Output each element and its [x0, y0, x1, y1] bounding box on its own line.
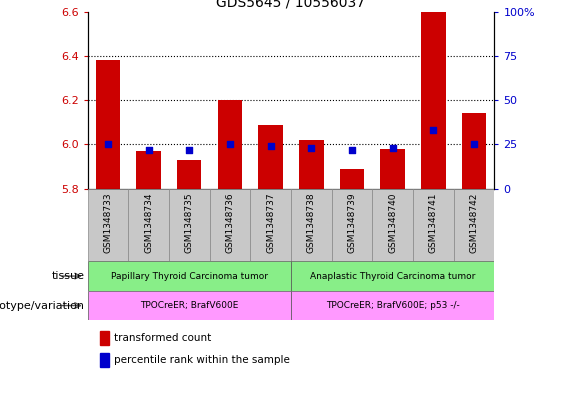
Text: percentile rank within the sample: percentile rank within the sample	[114, 354, 290, 365]
Text: GSM1348736: GSM1348736	[225, 192, 234, 253]
Bar	[291, 189, 332, 261]
Text: GSM1348738: GSM1348738	[307, 192, 316, 253]
Bar	[250, 189, 291, 261]
Text: GSM1348742: GSM1348742	[470, 192, 479, 253]
Text: TPOCreER; BrafV600E; p53 -/-: TPOCreER; BrafV600E; p53 -/-	[326, 301, 459, 310]
Point	[185, 147, 194, 153]
Bar	[454, 189, 494, 261]
Bar	[421, 12, 446, 189]
Text: Papillary Thyroid Carcinoma tumor: Papillary Thyroid Carcinoma tumor	[111, 272, 268, 281]
Bar	[340, 169, 364, 189]
Text: GSM1348739: GSM1348739	[347, 192, 357, 253]
Bar	[413, 189, 454, 261]
Text: tissue: tissue	[52, 271, 85, 281]
Bar	[258, 125, 283, 189]
Title: GDS5645 / 10556037: GDS5645 / 10556037	[216, 0, 366, 9]
Point	[470, 141, 479, 147]
Bar	[291, 291, 494, 320]
Bar	[291, 261, 494, 291]
Text: GSM1348741: GSM1348741	[429, 192, 438, 253]
Bar	[462, 114, 486, 189]
Bar	[88, 189, 128, 261]
Bar	[177, 160, 202, 189]
Bar	[169, 189, 210, 261]
Text: GSM1348737: GSM1348737	[266, 192, 275, 253]
Text: transformed count: transformed count	[114, 333, 211, 343]
Point	[225, 141, 234, 147]
Bar	[380, 149, 405, 189]
Bar	[128, 189, 169, 261]
Bar	[210, 189, 250, 261]
Bar	[299, 140, 324, 189]
Bar	[332, 189, 372, 261]
Point	[144, 147, 153, 153]
Bar	[88, 261, 291, 291]
Bar	[100, 353, 108, 367]
Bar	[136, 151, 161, 189]
Text: GSM1348735: GSM1348735	[185, 192, 194, 253]
Bar	[88, 291, 291, 320]
Bar	[218, 100, 242, 189]
Point	[347, 147, 357, 153]
Point	[266, 143, 275, 149]
Text: GSM1348740: GSM1348740	[388, 192, 397, 253]
Bar	[95, 61, 120, 189]
Text: genotype/variation: genotype/variation	[0, 301, 85, 310]
Point	[388, 145, 397, 151]
Point	[103, 141, 112, 147]
Point	[307, 145, 316, 151]
Text: GSM1348734: GSM1348734	[144, 192, 153, 253]
Bar	[100, 331, 108, 345]
Text: Anaplastic Thyroid Carcinoma tumor: Anaplastic Thyroid Carcinoma tumor	[310, 272, 475, 281]
Bar	[372, 189, 413, 261]
Text: TPOCreER; BrafV600E: TPOCreER; BrafV600E	[140, 301, 238, 310]
Text: GSM1348733: GSM1348733	[103, 192, 112, 253]
Point	[429, 127, 438, 133]
